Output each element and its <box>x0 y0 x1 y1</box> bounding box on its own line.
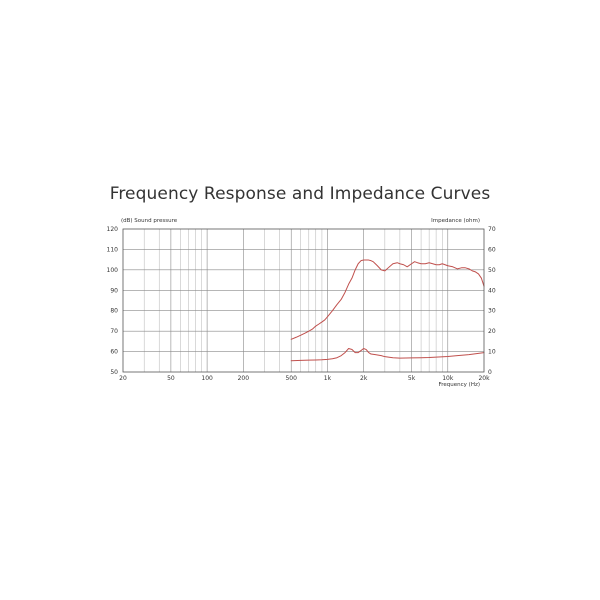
left-y-tick-label: 60 <box>110 349 118 356</box>
x-tick-label: 50 <box>167 375 175 382</box>
left-y-tick-label: 100 <box>107 267 119 274</box>
x-tick-label: 20 <box>119 375 127 382</box>
impedance-curve <box>290 348 485 362</box>
chart-title: Frequency Response and Impedance Curves <box>109 184 491 204</box>
left-axis-label: (dB) Sound pressure <box>121 218 178 224</box>
right-y-tick-label: 60 <box>488 246 496 253</box>
x-tick-label: 500 <box>285 375 297 382</box>
left-y-tick-label: 80 <box>110 308 118 315</box>
x-tick-label: 2k <box>360 375 368 382</box>
right-y-tick-label: 10 <box>488 349 496 356</box>
x-tick-label: 200 <box>238 375 250 382</box>
plot-frame <box>122 228 485 373</box>
right-y-tick-label: 30 <box>488 308 496 315</box>
x-tick-label: 10k <box>442 375 454 382</box>
x-tick-label: 5k <box>408 375 416 382</box>
left-y-tick-label: 110 <box>107 246 119 253</box>
grid-lines <box>123 229 484 372</box>
x-axis-label: Frequency (Hz) <box>439 382 480 388</box>
right-y-tick-label: 40 <box>488 287 496 294</box>
sound-pressure-curve <box>290 259 485 340</box>
x-tick-label: 20k <box>478 375 490 382</box>
right-y-tick-label: 0 <box>488 369 492 376</box>
left-y-tick-label: 70 <box>110 328 118 335</box>
x-tick-label: 100 <box>201 375 213 382</box>
right-y-tick-label: 50 <box>488 267 496 274</box>
left-y-tick-label: 50 <box>110 369 118 376</box>
tick-labels: 20 50 100 200 500 1k 2k 5k 10k 20k120110100908070… <box>107 226 496 382</box>
plot-series <box>290 259 485 362</box>
right-y-tick-label: 70 <box>488 226 496 233</box>
left-y-tick-label: 120 <box>107 226 119 233</box>
right-y-tick-label: 20 <box>488 328 496 335</box>
x-tick-label: 1k <box>324 375 332 382</box>
right-axis-label: Impedance (ohm) <box>431 218 480 224</box>
left-y-tick-label: 90 <box>110 287 118 294</box>
